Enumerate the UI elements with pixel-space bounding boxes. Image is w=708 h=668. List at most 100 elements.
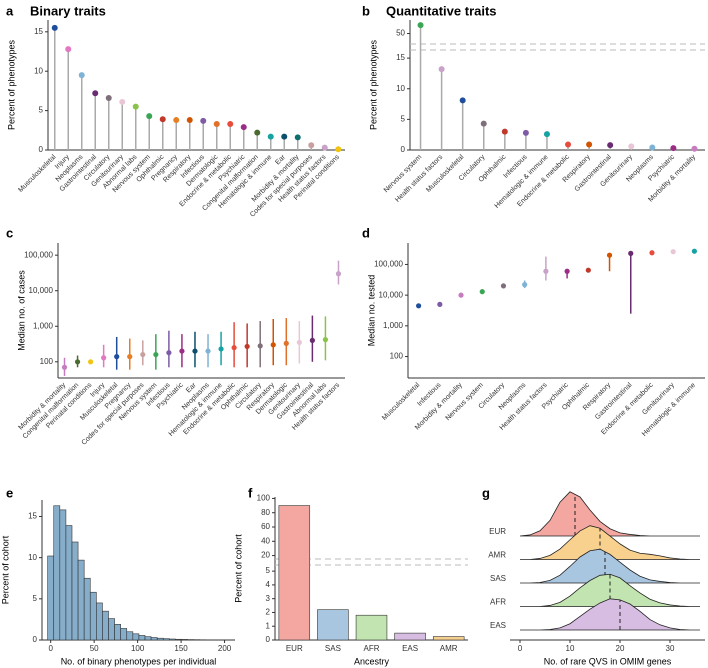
dot <box>606 252 613 258</box>
histogram-bar <box>132 633 140 641</box>
dot <box>88 359 94 365</box>
y-tick-label: 10 <box>34 66 43 75</box>
x-tick-label: Nervous system <box>445 382 486 423</box>
panel-label: f <box>248 485 253 500</box>
y-tick-label: 10 <box>396 84 405 93</box>
histogram-bar <box>102 610 109 641</box>
dot <box>213 121 220 127</box>
histogram-bar <box>126 631 134 641</box>
dot <box>649 144 656 151</box>
dot <box>101 355 107 361</box>
dot <box>321 144 328 151</box>
dot <box>628 250 634 256</box>
dot <box>270 342 276 348</box>
dot <box>227 121 234 127</box>
x-axis-title: No. of rare QVS in OMIM genes <box>544 656 672 666</box>
histogram-bar <box>89 591 97 641</box>
dot <box>200 117 207 124</box>
dot <box>335 271 342 277</box>
histogram-bar <box>162 638 170 641</box>
histogram-bar <box>181 639 188 641</box>
dot <box>308 142 315 149</box>
dot <box>649 250 655 256</box>
dot <box>78 72 85 79</box>
dot <box>65 46 72 53</box>
histogram-bar <box>156 637 164 641</box>
dot <box>479 289 485 295</box>
y-tick-label: 15 <box>28 512 37 521</box>
y-axis-title: Percent of cohort <box>233 534 243 603</box>
panel-title: Quantitative traits <box>386 3 497 18</box>
x-tick-label: Musculoskeletal <box>381 381 421 421</box>
dot <box>438 66 445 73</box>
y-tick-label: 10,000 <box>29 286 54 295</box>
dot <box>140 351 146 358</box>
y-tick-label: 5 <box>401 114 406 123</box>
panel-label: e <box>6 485 13 500</box>
y-tick-label: 5 <box>39 106 44 115</box>
histogram-bar <box>108 618 115 641</box>
histogram-bar <box>53 505 61 641</box>
dot <box>153 351 159 358</box>
dot <box>565 141 572 148</box>
histogram-bar <box>47 555 55 641</box>
y-axis-title: Median no. tested <box>366 275 376 347</box>
y-tick-label: 1,000 <box>383 321 404 330</box>
histogram-bar <box>83 577 91 641</box>
histogram-bar <box>138 635 146 641</box>
dot <box>309 337 315 343</box>
dot <box>691 248 697 254</box>
x-tick-label: 30 <box>666 644 675 653</box>
dot <box>173 117 180 124</box>
x-tick-label: Gastrointestinal <box>594 381 634 421</box>
dot <box>186 117 193 124</box>
y-tick-label: 60 <box>261 522 270 531</box>
y-tick-label: 0 <box>401 145 406 154</box>
x-axis-title: Ancestry <box>354 656 390 666</box>
dot <box>458 292 464 298</box>
dot <box>628 143 635 150</box>
density-ridge <box>520 525 700 560</box>
y-tick-label: 20 <box>261 551 270 560</box>
y-axis-title: Median no. of cases <box>16 270 26 351</box>
x-tick-label: 10 <box>566 644 575 653</box>
dot <box>257 343 263 349</box>
y-axis-title: Percent of phenotypes <box>368 39 378 130</box>
bar <box>317 609 349 641</box>
dot <box>691 145 698 152</box>
dot <box>132 103 139 110</box>
dot <box>283 340 289 346</box>
dot <box>74 359 81 365</box>
histogram-bar <box>114 624 121 641</box>
dot <box>294 134 301 141</box>
dot <box>114 354 120 360</box>
dot <box>244 343 250 350</box>
histogram-bar <box>65 525 73 641</box>
histogram-bar <box>71 541 79 641</box>
group-label: SAS <box>490 574 506 583</box>
x-tick-label: SAS <box>325 644 341 653</box>
dot <box>205 348 211 354</box>
dot <box>92 90 99 97</box>
dot <box>240 124 247 131</box>
histogram-bar <box>77 559 85 641</box>
y-tick-label: 5 <box>33 594 38 603</box>
x-tick-label: AFR <box>364 644 380 653</box>
dot <box>179 348 185 354</box>
dot <box>670 249 676 255</box>
y-axis-title: Percent of phenotypes <box>6 39 16 130</box>
dot <box>105 95 112 101</box>
group-label: EAS <box>490 621 506 630</box>
group-label: EUR <box>489 527 506 536</box>
x-tick-label: 0 <box>518 644 523 653</box>
y-tick-label: 10 <box>28 553 37 562</box>
y-tick-label: 50 <box>396 29 405 38</box>
y-tick-label: 0 <box>266 635 271 644</box>
y-tick-label: 100 <box>257 494 271 503</box>
dot <box>543 268 549 274</box>
dot <box>335 146 342 153</box>
dot <box>670 145 677 152</box>
histogram-bar <box>144 636 152 641</box>
y-tick-label: 80 <box>261 508 270 517</box>
bar <box>278 505 311 641</box>
